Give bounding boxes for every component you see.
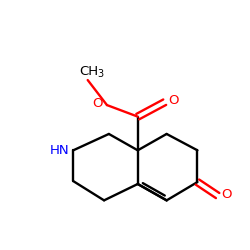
- Text: O: O: [168, 94, 179, 107]
- Text: O: O: [92, 97, 103, 110]
- Text: 3: 3: [97, 70, 103, 80]
- Text: CH: CH: [79, 65, 98, 78]
- Text: HN: HN: [50, 144, 69, 157]
- Text: O: O: [222, 188, 232, 201]
